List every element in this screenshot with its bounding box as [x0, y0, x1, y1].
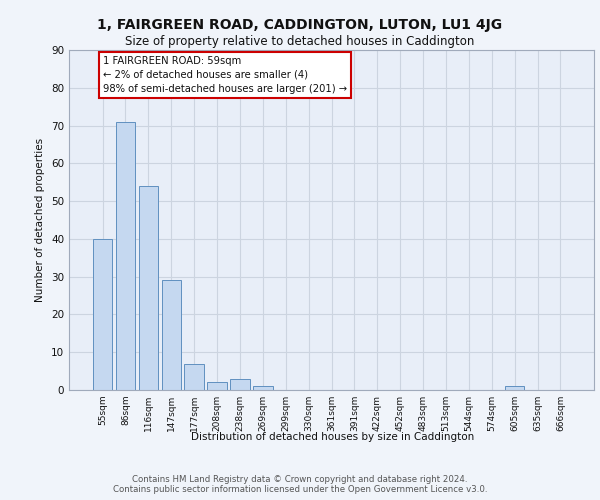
- Bar: [208, 382, 227, 390]
- Text: 1, FAIRGREEN ROAD, CADDINGTON, LUTON, LU1 4JG: 1, FAIRGREEN ROAD, CADDINGTON, LUTON, LU…: [97, 18, 503, 32]
- Bar: [139, 186, 158, 390]
- Text: 1 FAIRGREEN ROAD: 59sqm
← 2% of detached houses are smaller (4)
98% of semi-deta: 1 FAIRGREEN ROAD: 59sqm ← 2% of detached…: [103, 56, 347, 94]
- Bar: [161, 280, 181, 390]
- Text: Contains HM Land Registry data © Crown copyright and database right 2024.
Contai: Contains HM Land Registry data © Crown c…: [113, 474, 487, 494]
- Bar: [184, 364, 204, 390]
- Text: Size of property relative to detached houses in Caddington: Size of property relative to detached ho…: [125, 35, 475, 48]
- Bar: [93, 239, 112, 390]
- Text: Distribution of detached houses by size in Caddington: Distribution of detached houses by size …: [191, 432, 475, 442]
- Bar: [116, 122, 135, 390]
- Y-axis label: Number of detached properties: Number of detached properties: [35, 138, 46, 302]
- Bar: [505, 386, 524, 390]
- Bar: [253, 386, 272, 390]
- Bar: [230, 378, 250, 390]
